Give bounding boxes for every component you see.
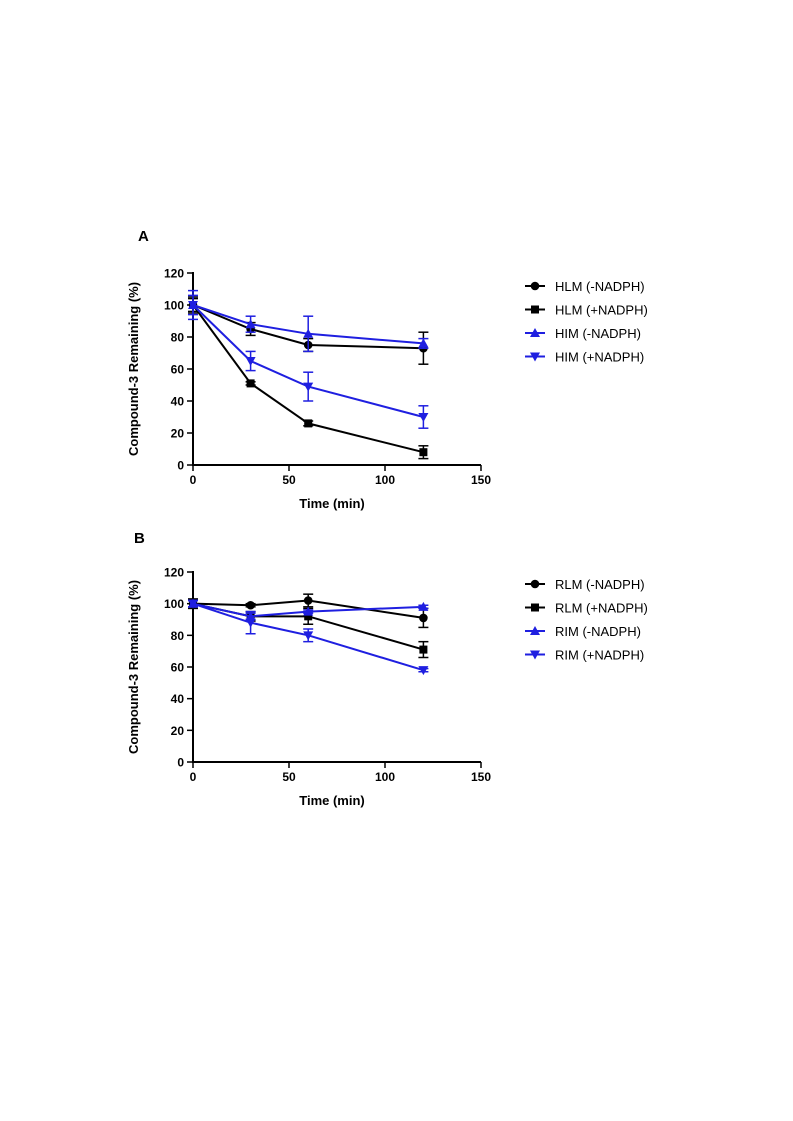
panel-b-legend-label: RLM (+NADPH) xyxy=(555,601,648,616)
panel-b-legend-entry: RIM (+NADPH) xyxy=(525,648,644,663)
panel-a-chart: A 0 20 40 60 80 100 120 0 50 100 150 Time (min) Compo… xyxy=(126,228,648,511)
panel-a-series-him-nadph-point xyxy=(418,413,429,422)
panel-b-legend-entry: RLM (-NADPH) xyxy=(525,577,645,592)
panel-a-series-him-nadph-line xyxy=(192,304,424,345)
panel-a-y-tick-label: 20 xyxy=(171,427,185,441)
panel-a-x-tick-label: 150 xyxy=(471,473,491,487)
panel-a-series-him-nadph-point xyxy=(418,338,429,348)
panel-b-series-rim-nadph xyxy=(188,599,429,676)
panel-a-series-him-nadph-line xyxy=(192,304,424,418)
panel-a-y-tick-label: 40 xyxy=(171,395,185,409)
panel-a-series-him-nadph xyxy=(188,294,429,353)
panel-a-legend-marker xyxy=(530,352,540,362)
panel-a-legend-entry: HLM (+NADPH) xyxy=(525,303,648,318)
panel-b-series-rlm-nadph-point xyxy=(419,613,428,623)
panel-b-series-rim-nadph-point xyxy=(188,599,198,609)
panel-a-x-axis-title: Time (min) xyxy=(299,496,365,511)
panel-b-series-rlm-nadph-point xyxy=(419,645,428,654)
panel-a-legend-label: HLM (-NADPH) xyxy=(555,279,645,294)
panel-b-series-rim-nadph-point xyxy=(303,631,314,641)
panel-a-y-tick-label: 80 xyxy=(171,331,185,345)
panel-b-series-rlm-nadph-point xyxy=(303,596,313,605)
panel-a-x-tick-label: 0 xyxy=(190,473,197,487)
panel-a-label: A xyxy=(138,228,149,245)
panel-a-series-hlm-nadph-point xyxy=(246,379,255,388)
panel-b-label: B xyxy=(134,530,145,547)
panel-a-legend-label: HIM (+NADPH) xyxy=(555,350,644,365)
panel-b-x-tick-label: 150 xyxy=(471,770,491,784)
panel-b-y-axis-title: Compound-3 Remaining (%) xyxy=(126,580,141,754)
panel-a-y-tick-label: 0 xyxy=(177,459,184,473)
panel-b-x-tick-label: 100 xyxy=(375,770,395,784)
panel-b-y-tick-label: 60 xyxy=(171,661,185,675)
panel-a-y-axis-title: Compound-3 Remaining (%) xyxy=(126,282,141,456)
panel-a-series-him-nadph-point xyxy=(303,382,314,392)
panel-a-y-tick-label: 100 xyxy=(164,299,184,313)
panel-b-legend-entry: RLM (+NADPH) xyxy=(525,601,648,616)
panel-b-series-rim-nadph-point xyxy=(303,606,314,616)
panel-b-y-tick-label: 40 xyxy=(171,692,185,706)
panel-a-series-hlm-nadph-line xyxy=(192,304,424,350)
panel-a-legend-label: HIM (-NADPH) xyxy=(555,326,641,341)
panel-b-series-rim-nadph-point xyxy=(418,666,429,676)
panel-a-legend-marker xyxy=(531,305,539,314)
panel-b-legend-marker xyxy=(530,650,540,660)
panel-b-series-rlm-nadph-point xyxy=(304,612,313,621)
panel-a-y-tick-label: 60 xyxy=(171,363,185,377)
panel-b-series-rlm-nadph-point xyxy=(246,600,255,610)
panel-a-legend-marker xyxy=(530,328,540,337)
panel-b-legend-entry: RIM (-NADPH) xyxy=(525,624,641,639)
panel-b-legend-marker xyxy=(530,626,540,635)
panel-b-series-rim-nadph-point xyxy=(245,618,256,628)
panel-a-legend-marker xyxy=(530,281,540,291)
panel-a-series-him-nadph-point xyxy=(188,301,198,310)
panel-b-y-tick-label: 20 xyxy=(171,724,185,738)
panel-a-series-hlm-nadph-point xyxy=(419,448,428,457)
panel-b-legend-marker xyxy=(531,603,539,612)
panel-a-legend-entry: HIM (-NADPH) xyxy=(525,326,641,341)
panel-a-y-tick-label: 120 xyxy=(164,267,184,281)
panel-a-legend-entry: HLM (-NADPH) xyxy=(525,279,645,294)
panel-b-legend-marker xyxy=(530,579,540,589)
panel-b-series-rim-nadph-line xyxy=(192,602,424,618)
panel-b-x-axis-title: Time (min) xyxy=(299,793,365,808)
panel-b-y-tick-label: 80 xyxy=(171,629,185,643)
panel-b-x-tick-label: 0 xyxy=(190,770,197,784)
panel-a-legend-entry: HIM (+NADPH) xyxy=(525,350,644,365)
panel-a-series-hlm-nadph-point xyxy=(304,419,313,428)
panel-b-y-tick-label: 0 xyxy=(177,756,184,770)
panel-b-legend-label: RLM (-NADPH) xyxy=(555,577,645,592)
panel-a-series-him-nadph-point xyxy=(245,319,256,329)
panel-b-series-rim-nadph-point xyxy=(418,601,429,611)
panel-a-legend-label: HLM (+NADPH) xyxy=(555,303,648,318)
panel-b-y-tick-label: 100 xyxy=(164,597,184,611)
panel-b-y-tick-label: 120 xyxy=(164,566,184,580)
panel-b-legend-label: RIM (-NADPH) xyxy=(555,624,641,639)
panel-a-x-tick-label: 100 xyxy=(375,473,395,487)
panel-b-series-rim-nadph-line xyxy=(192,602,424,672)
panel-a-x-tick-label: 50 xyxy=(282,473,296,487)
panel-b-legend-label: RIM (+NADPH) xyxy=(555,648,644,663)
panel-a-series-him-nadph-point xyxy=(245,357,256,366)
panel-a-series-him-nadph-point xyxy=(303,328,314,338)
panel-b-x-tick-label: 50 xyxy=(282,770,296,784)
panel-a-series-hlm-nadph-line xyxy=(192,304,424,454)
panel-b-chart: B 0 20 40 60 80 100 120 0 50 100 150 Time (min) Compo… xyxy=(126,530,648,808)
panel-a-series-him-nadph xyxy=(188,289,429,429)
